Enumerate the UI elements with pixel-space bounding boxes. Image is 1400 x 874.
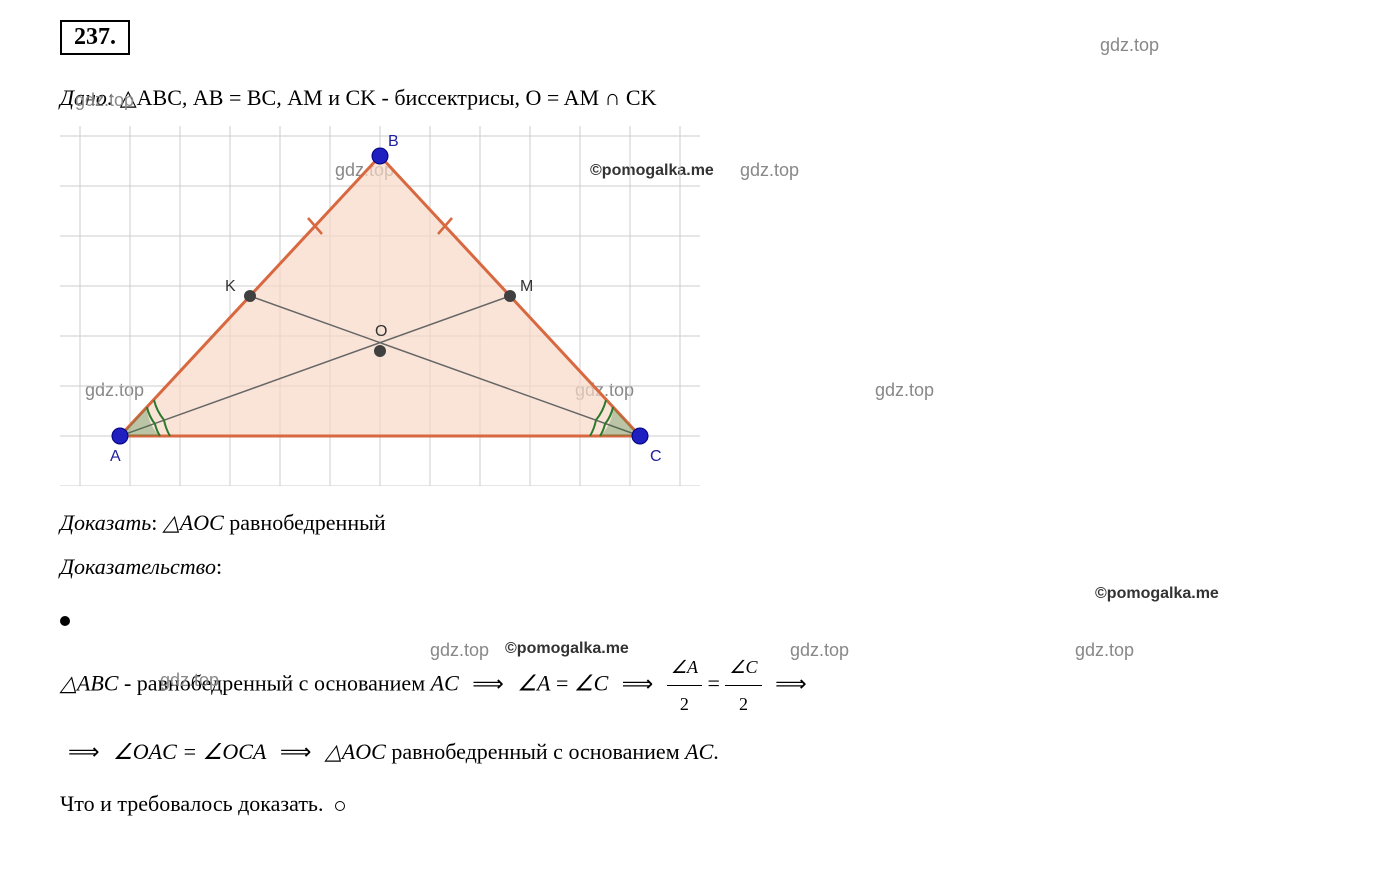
prove-statement: △AOC bbox=[163, 510, 224, 535]
implies-icon: ⟹ bbox=[472, 671, 504, 696]
problem-number-box: 237. bbox=[60, 20, 130, 55]
point-k bbox=[244, 290, 256, 302]
label-a: A bbox=[110, 448, 121, 465]
qed-circle-icon bbox=[335, 801, 345, 811]
given-conj: и bbox=[328, 85, 340, 110]
triangle-diagram: A B C K M O bbox=[60, 126, 700, 486]
frac-den-a: 2 bbox=[667, 686, 702, 722]
proof-line-1: △ABC - равнобедренный с основанием AC ⟹ … bbox=[60, 649, 1340, 722]
implies-icon: ⟹ bbox=[622, 671, 654, 696]
label-c: C bbox=[650, 448, 662, 465]
point-o bbox=[374, 345, 386, 357]
given-label: Дано bbox=[60, 85, 107, 110]
given-section: Дано: △ABC, AB = BC, AM и CK - биссектри… bbox=[60, 85, 1340, 111]
proof-text-1: - равнобедренный с основанием bbox=[124, 671, 425, 696]
prove-label: Доказать bbox=[60, 510, 151, 535]
given-triangle: △ABC bbox=[120, 85, 182, 110]
bullet-icon bbox=[60, 616, 70, 626]
given-intersection: O = AM ∩ CK bbox=[526, 85, 657, 110]
fraction-a: ∠A 2 bbox=[667, 649, 702, 722]
implies-icon: ⟹ bbox=[775, 671, 807, 696]
proof-angle-a: ∠A bbox=[517, 671, 550, 696]
problem-number: 237 bbox=[74, 24, 110, 50]
proof-text-2: равнобедренный с основанием bbox=[391, 739, 679, 764]
implies-icon: ⟹ bbox=[280, 739, 312, 764]
watermark-gdz: gdz.top bbox=[1100, 35, 1159, 56]
vertex-a bbox=[112, 428, 128, 444]
label-k: K bbox=[225, 278, 236, 295]
qed-line: Что и требовалось доказать. bbox=[60, 782, 1340, 826]
qed-text: Что и требовалось доказать. bbox=[60, 791, 323, 816]
eq-1: = bbox=[556, 671, 568, 696]
proof-ac-1: AC bbox=[431, 671, 459, 696]
given-bisector2: CK bbox=[345, 85, 376, 110]
vertex-c bbox=[632, 428, 648, 444]
frac-den-c: 2 bbox=[725, 686, 761, 722]
label-o: O bbox=[375, 323, 387, 340]
to-prove-section: Доказать: △AOC равнобедренный bbox=[60, 501, 1340, 545]
implies-icon: ⟹ bbox=[68, 739, 100, 764]
eq-2: = bbox=[707, 671, 719, 696]
watermark-gdz: gdz.top bbox=[875, 380, 934, 401]
proof-triangle-aoc: △AOC bbox=[325, 739, 386, 764]
given-bisector-label: - биссектрисы, bbox=[382, 85, 520, 110]
given-bisector1: AM bbox=[287, 85, 322, 110]
proof-section: Доказательство: △ABC - равнобедренный с … bbox=[60, 545, 1340, 826]
proof-line-2: ⟹ ∠OAC = ∠OCA ⟹ △AOC равнобедренный с ос… bbox=[60, 730, 1340, 774]
frac-num-a: ∠A bbox=[667, 649, 702, 686]
triangle-fill bbox=[120, 156, 640, 436]
vertex-b bbox=[372, 148, 388, 164]
prove-conclusion: равнобедренный bbox=[229, 510, 385, 535]
label-m: M bbox=[520, 278, 533, 295]
point-m bbox=[504, 290, 516, 302]
proof-triangle-abc: △ABC bbox=[60, 671, 118, 696]
proof-ac-2: AC bbox=[685, 739, 713, 764]
proof-label: Доказательство bbox=[60, 554, 216, 579]
given-equality: AB = BC bbox=[193, 85, 276, 110]
watermark-gdz: gdz.top bbox=[740, 160, 799, 181]
label-b: B bbox=[388, 133, 399, 150]
diagram-svg: A B C K M O bbox=[60, 126, 700, 486]
proof-angles-eq: ∠OAC = ∠OCA bbox=[113, 739, 266, 764]
proof-angle-c: ∠C bbox=[574, 671, 608, 696]
fraction-c: ∠C 2 bbox=[725, 649, 761, 722]
frac-num-c: ∠C bbox=[725, 649, 761, 686]
